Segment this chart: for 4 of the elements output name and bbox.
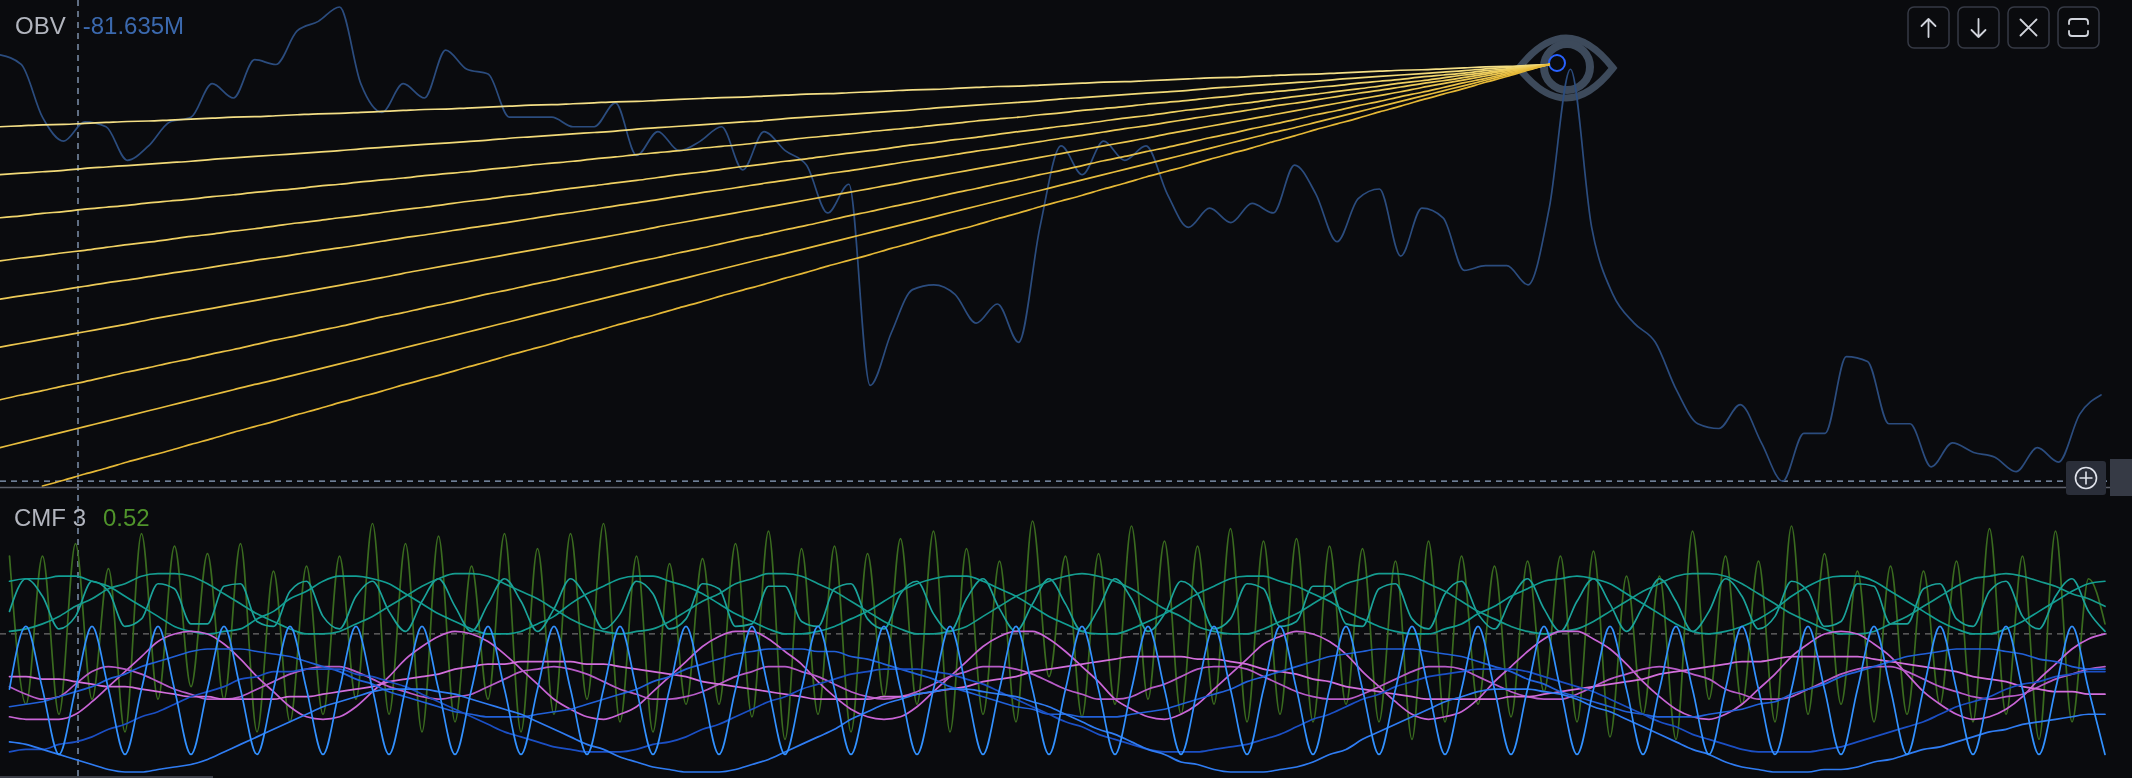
chart-subtitle: 0.52 xyxy=(103,504,150,531)
chart-title: CMF 3 xyxy=(14,504,86,531)
chart-subtitle: -81.635M xyxy=(82,12,185,39)
chart-title: OBV xyxy=(15,12,66,39)
